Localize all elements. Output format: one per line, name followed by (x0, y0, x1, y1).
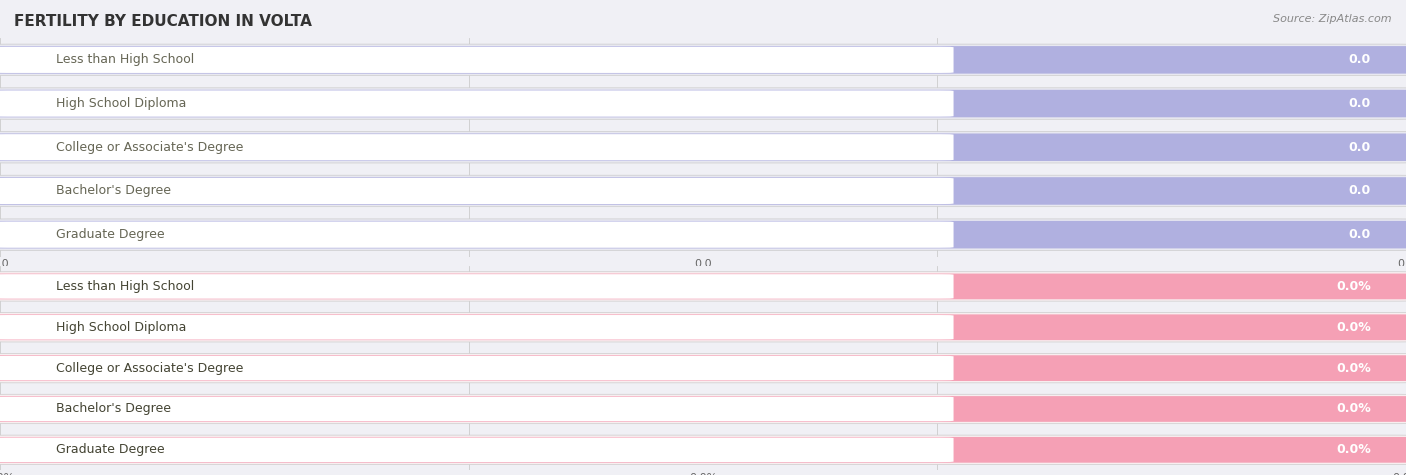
Text: 0.0: 0.0 (1348, 184, 1371, 198)
FancyBboxPatch shape (0, 394, 1406, 424)
Text: Less than High School: Less than High School (56, 280, 194, 293)
Text: High School Diploma: High School Diploma (56, 97, 187, 110)
FancyBboxPatch shape (0, 314, 1406, 340)
FancyBboxPatch shape (0, 219, 1406, 250)
Text: 0.0: 0.0 (1348, 228, 1371, 241)
FancyBboxPatch shape (0, 437, 1406, 463)
FancyBboxPatch shape (0, 134, 953, 161)
FancyBboxPatch shape (0, 88, 1406, 119)
Text: 0.0: 0.0 (1348, 141, 1371, 154)
Text: 0.0: 0.0 (1348, 97, 1371, 110)
FancyBboxPatch shape (0, 132, 1406, 163)
FancyBboxPatch shape (0, 435, 1406, 465)
FancyBboxPatch shape (0, 178, 953, 204)
FancyBboxPatch shape (0, 221, 1406, 248)
Text: Graduate Degree: Graduate Degree (56, 443, 165, 456)
FancyBboxPatch shape (0, 47, 953, 73)
FancyBboxPatch shape (0, 396, 1406, 422)
Text: College or Associate's Degree: College or Associate's Degree (56, 141, 243, 154)
FancyBboxPatch shape (0, 313, 1406, 342)
Text: 0.0: 0.0 (1348, 53, 1371, 67)
FancyBboxPatch shape (0, 175, 1406, 207)
FancyBboxPatch shape (0, 274, 953, 299)
Text: Bachelor's Degree: Bachelor's Degree (56, 402, 172, 416)
FancyBboxPatch shape (0, 353, 1406, 383)
Text: High School Diploma: High School Diploma (56, 321, 187, 334)
Text: Source: ZipAtlas.com: Source: ZipAtlas.com (1274, 14, 1392, 24)
FancyBboxPatch shape (0, 133, 1406, 161)
Text: 0.0%: 0.0% (1336, 361, 1371, 375)
FancyBboxPatch shape (0, 274, 1406, 299)
Text: 0.0%: 0.0% (1336, 402, 1371, 416)
FancyBboxPatch shape (0, 356, 953, 380)
Text: 0.0%: 0.0% (1336, 443, 1371, 456)
Text: 0.0%: 0.0% (1336, 321, 1371, 334)
FancyBboxPatch shape (0, 272, 1406, 301)
FancyBboxPatch shape (0, 397, 953, 421)
FancyBboxPatch shape (0, 90, 953, 117)
FancyBboxPatch shape (0, 177, 1406, 205)
FancyBboxPatch shape (0, 44, 1406, 76)
Text: Graduate Degree: Graduate Degree (56, 228, 165, 241)
FancyBboxPatch shape (0, 221, 953, 248)
FancyBboxPatch shape (0, 315, 953, 340)
Text: 0.0%: 0.0% (1336, 280, 1371, 293)
Text: College or Associate's Degree: College or Associate's Degree (56, 361, 243, 375)
FancyBboxPatch shape (0, 90, 1406, 117)
Text: FERTILITY BY EDUCATION IN VOLTA: FERTILITY BY EDUCATION IN VOLTA (14, 14, 312, 29)
Text: Bachelor's Degree: Bachelor's Degree (56, 184, 172, 198)
FancyBboxPatch shape (0, 437, 953, 462)
Text: Less than High School: Less than High School (56, 53, 194, 67)
FancyBboxPatch shape (0, 46, 1406, 74)
FancyBboxPatch shape (0, 355, 1406, 381)
